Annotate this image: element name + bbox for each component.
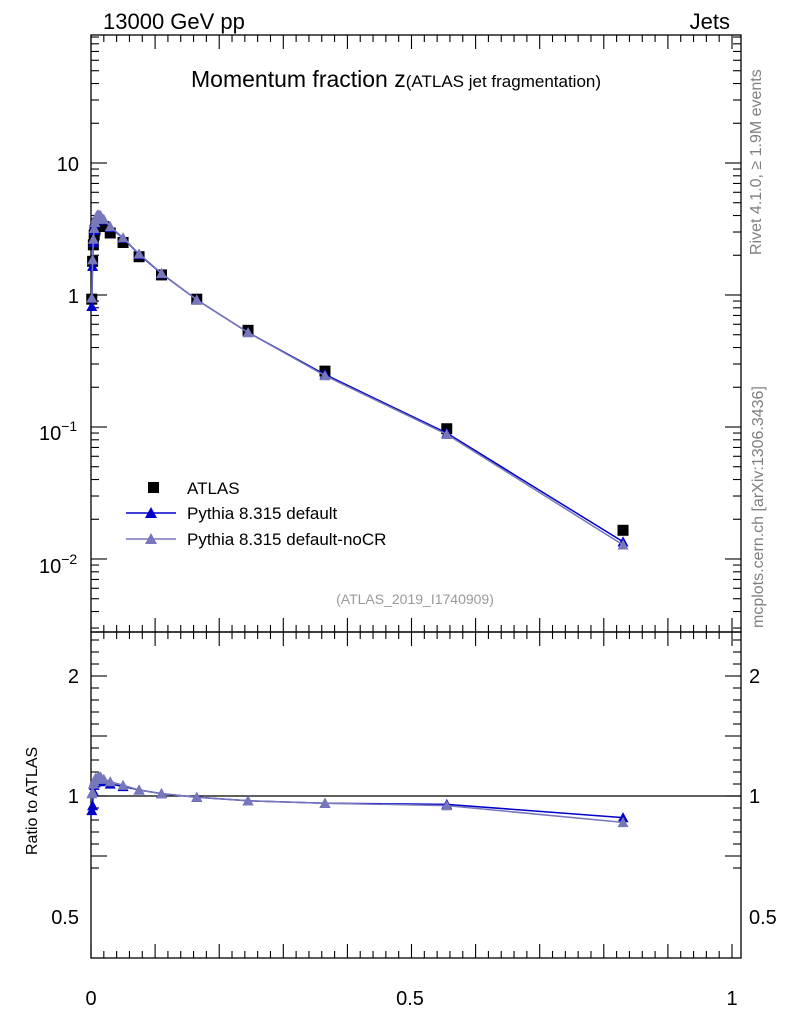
nocr-point bbox=[98, 213, 110, 224]
ytick-label-0.01: 10−2 bbox=[39, 551, 77, 578]
ratio-point-nocr bbox=[242, 795, 254, 806]
ytick-label-0.01-base: 10 bbox=[39, 556, 61, 578]
ratio-point-nocr bbox=[104, 776, 116, 787]
legend-marker-atlas bbox=[148, 482, 159, 493]
nocr-point bbox=[86, 292, 98, 303]
header-energy-label: 13000 GeV pp bbox=[103, 9, 245, 34]
atlas-point bbox=[98, 221, 110, 233]
nocr-point bbox=[242, 326, 254, 338]
plot-title-sub: (ATLAS jet fragmentation) bbox=[406, 72, 601, 91]
ytick-label-0.1-exp: −1 bbox=[61, 418, 77, 434]
analysis-label: (ATLAS_2019_I1740909) bbox=[336, 591, 494, 607]
ratio-ytick-1-right: 1 bbox=[749, 786, 760, 808]
nocr-point bbox=[87, 233, 99, 244]
plot-title-main: Momentum fraction z bbox=[191, 66, 406, 92]
legend-marker-nocr bbox=[145, 533, 157, 544]
nocr-point bbox=[191, 294, 203, 305]
nocr-point bbox=[156, 267, 168, 278]
nocr-point bbox=[133, 248, 145, 259]
plot-title: Momentum fraction z(ATLAS jet fragmentat… bbox=[191, 66, 601, 92]
rivet-label: Rivet 4.1.0, ≥ 1.9M events bbox=[748, 69, 765, 255]
xtick-label-0: 0 bbox=[85, 988, 96, 1010]
series-line-default bbox=[91, 214, 624, 543]
main-series-layer bbox=[86, 209, 629, 550]
nocr-point bbox=[441, 428, 453, 440]
ratio-point-default bbox=[87, 800, 99, 811]
ratio-point-nocr bbox=[117, 779, 129, 790]
ratio-frame bbox=[90, 631, 742, 959]
default-point bbox=[86, 300, 98, 312]
legend-label-atlas: ATLAS bbox=[187, 479, 240, 498]
xtick-label-0.5: 0.5 bbox=[396, 988, 424, 1010]
ratio-point-nocr bbox=[319, 797, 331, 808]
ratio-ytick-2-left: 2 bbox=[68, 666, 79, 688]
ytick-label-0.1-base: 10 bbox=[39, 423, 61, 445]
series-line-nocr bbox=[91, 214, 624, 546]
ratio-ytick-0.5-right: 0.5 bbox=[749, 907, 777, 929]
nocr-point bbox=[117, 232, 129, 243]
legend-label-default: Pythia 8.315 default bbox=[187, 504, 338, 523]
ratio-line-nocr bbox=[91, 776, 624, 824]
xtick-label-1: 1 bbox=[726, 988, 737, 1010]
ratio-ytick-2-right: 2 bbox=[749, 666, 760, 688]
nocr-point bbox=[88, 222, 100, 233]
ratio-point-nocr bbox=[87, 786, 99, 798]
ytick-label-1: 1 bbox=[68, 286, 79, 308]
nocr-point bbox=[87, 254, 99, 265]
ratio-ylabel: Ratio to ATLAS bbox=[24, 747, 41, 855]
nocr-point bbox=[104, 221, 116, 232]
ratio-line-default bbox=[91, 778, 624, 819]
nocr-point bbox=[319, 370, 331, 381]
ytick-label-0.01-exp: −2 bbox=[61, 551, 77, 567]
nocr-point bbox=[617, 539, 629, 550]
atlas-point bbox=[104, 227, 116, 239]
ratio-ytick-0.5-left: 0.5 bbox=[51, 907, 79, 929]
atlas-point bbox=[617, 524, 629, 536]
ratio-series-layer bbox=[86, 771, 629, 828]
ratio-point-nocr bbox=[98, 773, 110, 784]
ratio-point-nocr bbox=[617, 816, 629, 828]
axis-ticks bbox=[90, 35, 741, 958]
legend-label-nocr: Pythia 8.315 default-noCR bbox=[187, 530, 386, 549]
legend: ATLAS Pythia 8.315 default Pythia 8.315 … bbox=[126, 479, 386, 549]
ratio-ytick-1-left: 1 bbox=[68, 786, 79, 808]
ratio-point-nocr bbox=[441, 800, 453, 811]
ratio-point-nocr bbox=[133, 784, 145, 795]
legend-marker-default bbox=[145, 507, 157, 518]
mcplots-label: mcplots.cern.ch [arXiv:1306.3436] bbox=[750, 386, 767, 628]
header-process-label: Jets bbox=[690, 9, 730, 34]
ytick-label-0.1: 10−1 bbox=[39, 418, 77, 445]
ytick-label-10: 10 bbox=[57, 154, 79, 176]
ratio-point-nocr bbox=[191, 791, 203, 802]
ratio-point-nocr bbox=[156, 788, 168, 799]
